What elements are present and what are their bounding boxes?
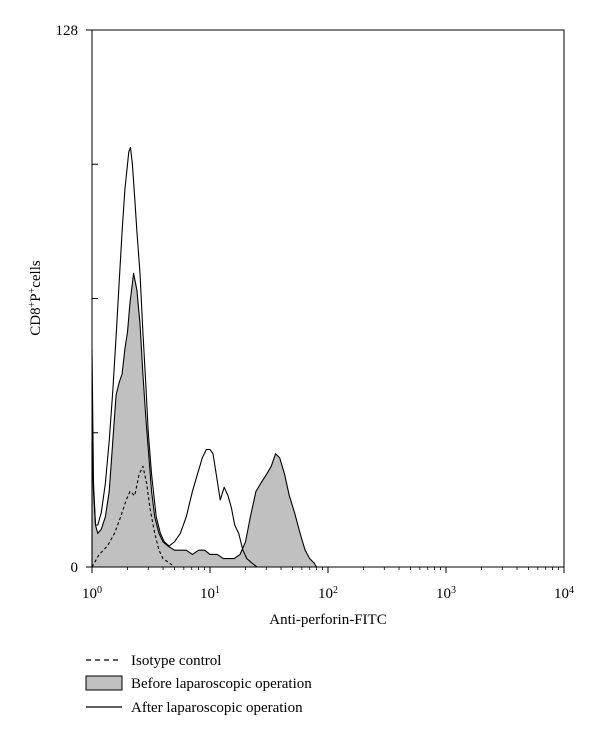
legend-label-before: Before laparoscopic operation: [131, 676, 312, 692]
y-axis-title-sup-b: +: [27, 287, 38, 293]
x-tick-label: 100: [82, 585, 102, 603]
x-tick-exponent: 2: [333, 585, 338, 596]
x-axis-title: Anti-perforin-FITC: [269, 612, 386, 628]
y-tick-label: 0: [71, 560, 79, 576]
series-layer: [91, 146, 318, 568]
y-tick-label: 128: [56, 23, 79, 39]
x-tick-base: 10: [436, 586, 451, 602]
x-tick-exponent: 3: [451, 585, 456, 596]
series-before-operation: [91, 272, 318, 568]
legend-label-after: After laparoscopic operation: [131, 700, 303, 716]
y-axis-title-part-c: cells: [28, 260, 44, 288]
y-axis-title: CD8+P+cells: [27, 260, 45, 336]
legend-swatch-before: [85, 675, 123, 691]
series-after-operation: [91, 146, 258, 568]
x-tick-label: 103: [436, 585, 456, 603]
y-axis-title-part-a: CD8: [28, 307, 44, 335]
legend: Isotype control Before laparoscopic oper…: [85, 653, 312, 716]
y-axis-title-part-b: P: [28, 293, 44, 301]
y-axis-title-sup-a: +: [27, 301, 38, 307]
legend-label-isotype: Isotype control: [131, 653, 221, 669]
x-tick-label: 101: [200, 585, 220, 603]
x-tick-base: 10: [318, 586, 333, 602]
x-tick-base: 10: [200, 586, 215, 602]
x-tick-base: 10: [82, 586, 97, 602]
x-tick-label: 104: [554, 585, 574, 603]
x-tick-exponent: 0: [97, 585, 102, 596]
x-tick-exponent: 4: [569, 585, 574, 596]
plot-frame: [91, 29, 565, 568]
x-tick-label: 102: [318, 585, 338, 603]
series-isotype-control: [91, 465, 175, 568]
x-tick-exponent: 1: [215, 585, 220, 596]
x-tick-base: 10: [554, 586, 569, 602]
